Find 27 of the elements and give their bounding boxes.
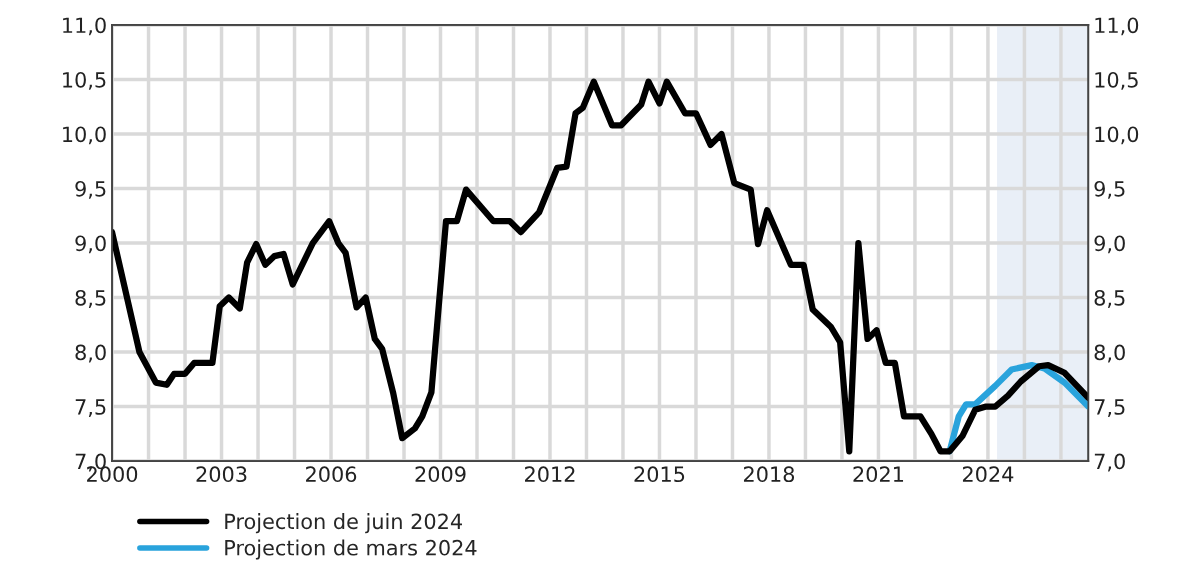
y-tick-label: 8,5 [75, 289, 106, 308]
legend-label: Projection de juin 2024 [225, 513, 462, 534]
y-tick-label: 7,5 [75, 399, 106, 417]
y-tick-label: 8,0 [75, 344, 106, 363]
x-tick-label: 2006 [306, 466, 357, 483]
y2-tick-label: 10,0 [1095, 126, 1139, 145]
y2-tick-label: 7,5 [1094, 399, 1125, 417]
y2-tick-label: 11,0 [1095, 17, 1139, 36]
x-tick-label: 2018 [743, 466, 795, 483]
x-tick-label: 2015 [634, 466, 685, 483]
y-tick-label: 10,0 [63, 126, 106, 145]
legend-label: Projection de mars 2024 [225, 539, 477, 560]
x-tick-label: 2024 [962, 466, 1014, 483]
x-tick-label: 2012 [525, 466, 575, 483]
y2-tick-label: 8,0 [1094, 344, 1125, 363]
y2-tick-label: 7,0 [1094, 453, 1125, 472]
y-tick-label: 9,5 [75, 180, 106, 199]
y2-tick-label: 8,5 [1094, 289, 1125, 308]
x-tick-label: 2009 [415, 466, 466, 483]
y-tick-label: 10,5 [63, 71, 106, 90]
x-tick-label: 2003 [196, 466, 247, 483]
y2-tick-label: 9,5 [1094, 180, 1125, 199]
y-tick-label: 11,0 [63, 17, 106, 36]
y-tick-label: 9,0 [75, 235, 106, 254]
y2-tick-label: 9,0 [1094, 235, 1125, 254]
x-tick-label: 2021 [853, 466, 904, 483]
y2-tick-label: 10,5 [1095, 71, 1138, 90]
